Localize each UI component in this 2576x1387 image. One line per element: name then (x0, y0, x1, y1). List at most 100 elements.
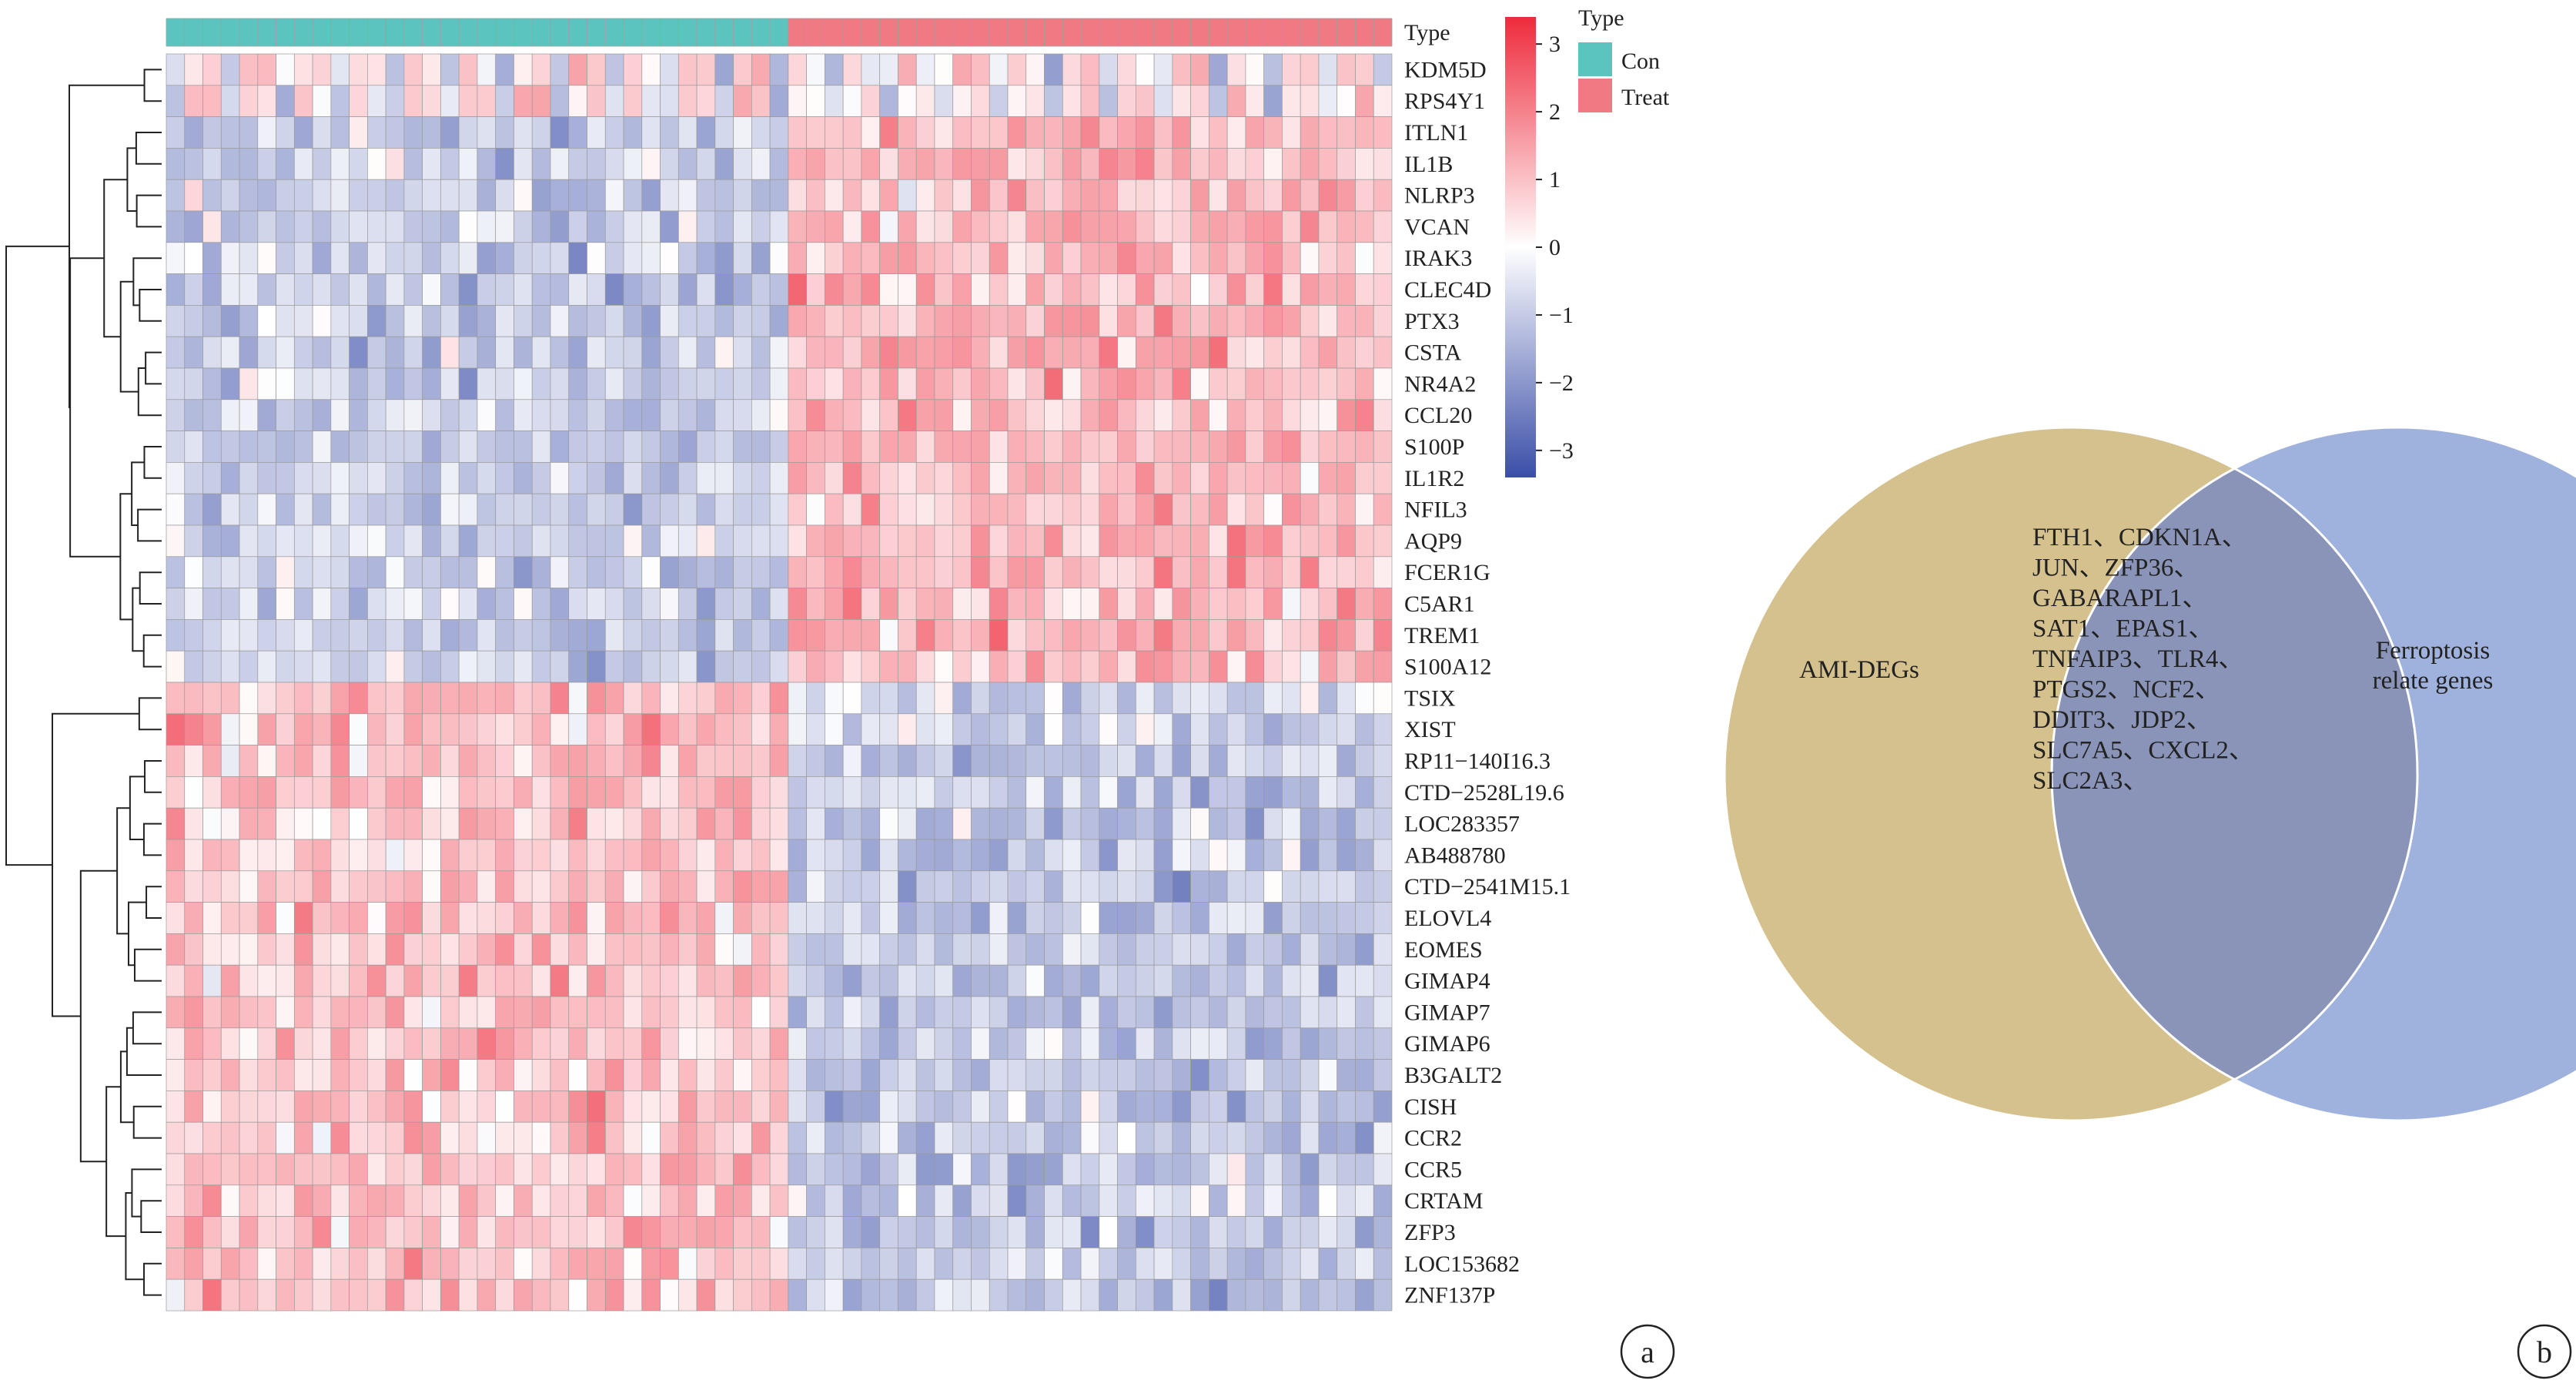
heatmap-cell (422, 1121, 441, 1154)
heatmap-cell (1190, 85, 1209, 117)
heatmap-cell (1172, 85, 1191, 117)
heatmap-cell (1209, 367, 1228, 400)
heatmap-cell (1300, 273, 1320, 306)
heatmap-cell (660, 179, 679, 212)
heatmap-cell (1300, 839, 1320, 872)
heatmap-cell (1226, 53, 1246, 86)
heatmap-cell (1025, 305, 1045, 337)
heatmap-cell (696, 870, 716, 903)
heatmap-cell (1135, 996, 1155, 1029)
heatmap-cell (1007, 996, 1027, 1029)
heatmap-cell (696, 493, 716, 526)
heatmap-cell (825, 524, 844, 558)
heatmap-cell (751, 493, 771, 526)
heatmap-cell (1099, 619, 1118, 652)
heatmap-cell (458, 619, 478, 652)
heatmap-cell (1190, 1059, 1209, 1091)
heatmap-cell (1263, 839, 1283, 872)
heatmap-cell (477, 336, 497, 369)
annotation-cell (1373, 18, 1393, 47)
heatmap-cell (623, 1153, 643, 1186)
heatmap-cell (422, 116, 441, 149)
heatmap-cell (825, 53, 844, 86)
heatmap-cell (1025, 1184, 1045, 1217)
heatmap-cell (587, 1027, 606, 1060)
heatmap-cell (495, 1059, 514, 1091)
heatmap-cell (349, 53, 368, 86)
heatmap-cell (660, 524, 679, 558)
heatmap-cell (1245, 1278, 1265, 1312)
heatmap-cell (604, 1248, 624, 1280)
heatmap-cell (1337, 996, 1356, 1029)
heatmap-cell (1282, 85, 1301, 117)
heatmap-cell (1044, 399, 1063, 431)
heatmap-cell (1044, 148, 1063, 180)
heatmap-cell (440, 619, 460, 652)
heatmap-cell (293, 650, 313, 683)
annotation-cell (604, 18, 624, 47)
heatmap-cell (769, 650, 789, 683)
heatmap-cell (1153, 682, 1173, 715)
heatmap-cell (842, 964, 862, 997)
heatmap-cell (1025, 431, 1045, 463)
heatmap-cell (403, 242, 423, 274)
heatmap-cell (531, 682, 551, 715)
gene-label: S100A12 (1404, 655, 1491, 680)
heatmap-cell (1245, 902, 1265, 934)
heatmap-cell (1245, 336, 1265, 369)
annotation-cell (239, 18, 259, 47)
heatmap-cell (1135, 179, 1155, 212)
heatmap-cell (952, 1059, 972, 1091)
heatmap-cell (495, 996, 514, 1029)
heatmap-cell (1337, 273, 1356, 306)
dendrogram-branch (103, 179, 128, 338)
heatmap-cell (458, 556, 478, 588)
heatmap-cell (879, 839, 898, 872)
heatmap-cell (1355, 682, 1374, 715)
annotation-cell (293, 18, 313, 47)
heatmap-cell (714, 1248, 734, 1280)
heatmap-cell (312, 745, 332, 777)
heatmap-cell (1062, 839, 1082, 872)
heatmap-cell (403, 1027, 423, 1060)
heatmap-cell (1245, 839, 1265, 872)
heatmap-cell (861, 1059, 881, 1091)
heatmap-cell (1337, 745, 1356, 777)
heatmap-cell (330, 902, 350, 934)
dendrogram-branch (143, 1262, 162, 1296)
heatmap-cell (751, 807, 771, 840)
heatmap-cell (293, 1216, 313, 1248)
heatmap-cell (623, 305, 643, 337)
heatmap-cell (1062, 1091, 1082, 1123)
heatmap-cell (915, 1091, 935, 1123)
heatmap-cell (1355, 776, 1374, 809)
heatmap-cell (1209, 807, 1228, 840)
annotation-cell (366, 18, 386, 47)
heatmap-cell (1044, 650, 1063, 683)
heatmap-cell (971, 1216, 990, 1248)
heatmap-cell (202, 933, 222, 966)
heatmap-cell (1153, 336, 1173, 369)
heatmap-cell (1025, 1059, 1045, 1091)
heatmap-cell (1135, 776, 1155, 809)
heatmap-cell (184, 1091, 203, 1123)
heatmap-cell (1062, 1248, 1082, 1280)
heatmap-cell (385, 336, 405, 369)
heatmap-cell (641, 1091, 661, 1123)
intersection-gene-line: TNFAIP3、TLR4、 (2032, 645, 2243, 673)
heatmap-cell (1263, 242, 1283, 274)
heatmap-cell (1007, 1153, 1027, 1186)
heatmap-cell (477, 367, 497, 400)
dendrogram-branch (144, 760, 162, 793)
heatmap-cell (604, 1184, 624, 1217)
type-annotation-bar (166, 18, 1393, 47)
heatmap-cell (257, 1153, 276, 1186)
heatmap-cell (1135, 1184, 1155, 1217)
heatmap-cell (184, 964, 203, 997)
heatmap-cell (440, 1121, 460, 1154)
heatmap-cell (1153, 148, 1173, 180)
heatmap-cell (1337, 305, 1356, 337)
heatmap-cell (714, 902, 734, 934)
heatmap-cell (952, 870, 972, 903)
heatmap-cell (1263, 210, 1283, 243)
